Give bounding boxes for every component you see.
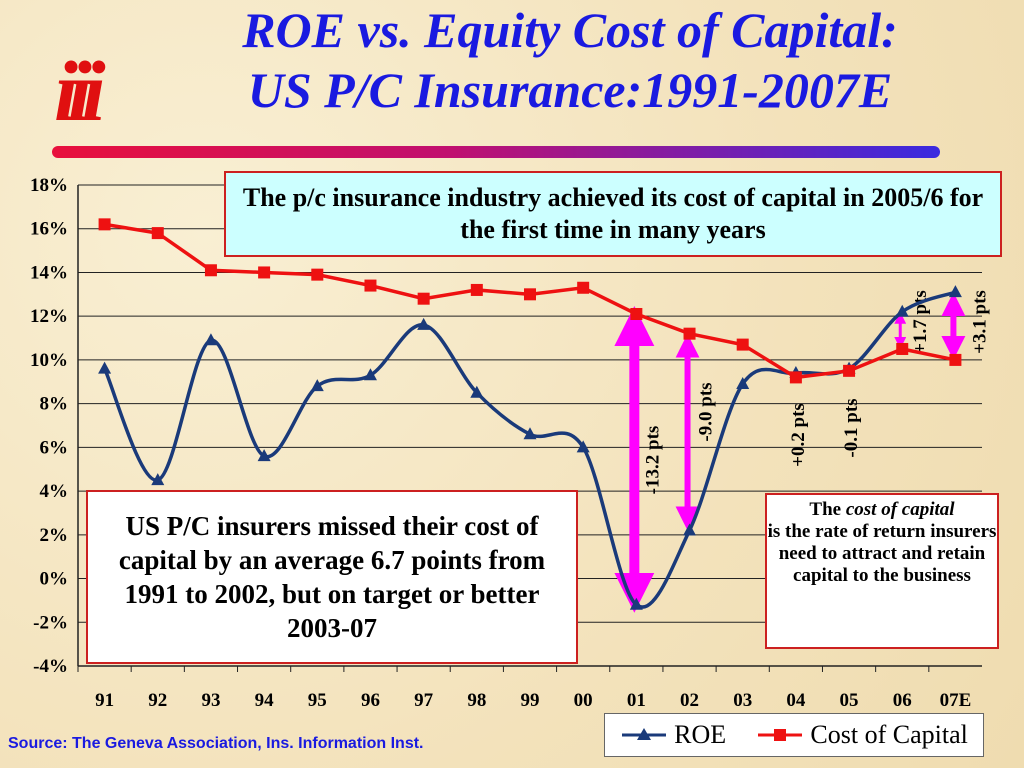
cost-of-capital-point <box>843 364 856 377</box>
difference-label: +3.1 pts <box>969 290 990 354</box>
chart-title: ROE vs. Equity Cost of Capital: US P/C I… <box>160 0 980 120</box>
y-tick-label: 16% <box>30 219 68 240</box>
roe-point <box>895 304 909 317</box>
x-tick-label: 96 <box>361 690 380 711</box>
legend-cost-label: Cost of Capital <box>810 720 968 749</box>
callout-left-missed-cost: US P/C insurers missed their cost of cap… <box>86 490 578 664</box>
title-divider-bar <box>52 146 940 158</box>
x-tick-label: 94 <box>255 690 275 711</box>
callout-top-text: The p/c insurance industry achieved its … <box>242 183 984 244</box>
cost-of-capital-point <box>311 268 324 281</box>
x-tick-label: 04 <box>786 690 806 711</box>
callout-left-text: US P/C insurers missed their cost of cap… <box>118 511 546 643</box>
cost-of-capital-point <box>151 227 164 240</box>
cost-of-capital-point <box>98 218 111 231</box>
y-tick-label: 6% <box>40 437 69 458</box>
roe-point <box>948 285 962 298</box>
x-tick-label: 98 <box>467 690 486 711</box>
source-note: Source: The Geneva Association, Ins. Inf… <box>8 735 424 752</box>
roe-point <box>257 449 271 462</box>
difference-label: -0.1 pts <box>841 398 862 457</box>
axes <box>77 185 982 672</box>
x-tick-label: 07E <box>940 690 972 711</box>
x-tick-label: 92 <box>148 690 167 711</box>
y-tick-label: 4% <box>40 481 69 502</box>
legend-item-roe: ROE <box>620 720 726 750</box>
roe-point <box>204 333 218 346</box>
y-tick-label: 12% <box>30 306 68 327</box>
cost-of-capital-point <box>683 327 696 340</box>
roe-point <box>629 597 643 610</box>
roe-point <box>417 317 431 330</box>
difference-label: -9.0 pts <box>696 382 717 441</box>
difference-label: +0.2 pts <box>788 403 809 467</box>
cost-of-capital-point <box>258 266 271 279</box>
x-tick-label: 95 <box>308 690 327 711</box>
annotation-arrows: -13.2 pts-9.0 pts +0.2 pts -0.1 pts+1.7 pt… <box>614 290 990 613</box>
roe-point <box>736 376 750 389</box>
x-tick-label: 01 <box>627 690 646 711</box>
callout-right-italic: cost of capital <box>845 499 955 520</box>
callout-top-cost-achieved: The p/c insurance industry achieved its … <box>224 171 1002 257</box>
roe-point <box>576 440 590 453</box>
callout-right-rest: is the rate of return insurers need to a… <box>767 521 997 586</box>
legend-roe-label: ROE <box>674 720 727 749</box>
cost-of-capital-point <box>630 307 643 320</box>
roe-point <box>151 473 165 486</box>
legend-roe-swatch-icon <box>622 728 667 740</box>
legend-item-cost-of-capital: Cost of Capital <box>756 720 968 750</box>
callout-right-definition: The cost of capital is the rate of retur… <box>765 493 999 649</box>
y-tick-label: 2% <box>40 525 69 546</box>
difference-label: -13.2 pts <box>642 426 663 495</box>
roe-point <box>523 427 537 440</box>
chart-legend: ROE Cost of Capital <box>604 713 984 757</box>
roe-point <box>98 361 112 374</box>
x-tick-label: 99 <box>521 690 540 711</box>
cost-of-capital-point <box>204 264 217 277</box>
x-tick-label: 05 <box>840 690 859 711</box>
y-tick-label: 10% <box>30 350 68 371</box>
roe-point <box>683 523 697 536</box>
callout-right-prefix: The <box>809 499 842 520</box>
cost-of-capital-point <box>949 353 962 366</box>
y-tick-label: 18% <box>30 175 68 196</box>
y-tick-label: 14% <box>30 262 68 283</box>
x-tick-label: 03 <box>733 690 752 711</box>
title-line-1: ROE vs. Equity Cost of Capital: <box>242 2 898 58</box>
x-tick-label: 00 <box>574 690 593 711</box>
title-line-2: US P/C Insurance:1991-2007E <box>247 62 893 118</box>
x-tick-label: 06 <box>893 690 912 711</box>
y-tick-label: 8% <box>40 394 69 415</box>
cost-of-capital-point <box>896 342 909 355</box>
roe-point <box>470 385 484 398</box>
cost-of-capital-point <box>524 288 536 301</box>
legend-cost-swatch-icon <box>758 729 803 741</box>
roe-point <box>310 379 324 392</box>
cost-of-capital-point <box>417 292 430 305</box>
cost-of-capital-point <box>736 338 749 351</box>
roe-point <box>363 368 377 381</box>
tick-labels: -4% -2% 0% 2% 4% 6% 8% 10% 12% 14% 16% 18% 91 92 93 94 9… <box>30 175 971 711</box>
cost-of-capital-point <box>789 371 802 384</box>
cost-of-capital-point <box>470 283 483 296</box>
cost-of-capital-point <box>577 281 590 294</box>
y-tick-label: -4% <box>33 656 68 677</box>
x-tick-label: 93 <box>201 690 220 711</box>
cost-of-capital-point <box>364 279 377 292</box>
y-tick-label: -2% <box>33 612 68 633</box>
x-tick-label: 97 <box>414 690 434 711</box>
x-tick-label: 91 <box>95 690 114 711</box>
y-tick-label: 0% <box>40 569 69 590</box>
x-tick-label: 02 <box>680 690 699 711</box>
series-lines <box>98 218 962 610</box>
